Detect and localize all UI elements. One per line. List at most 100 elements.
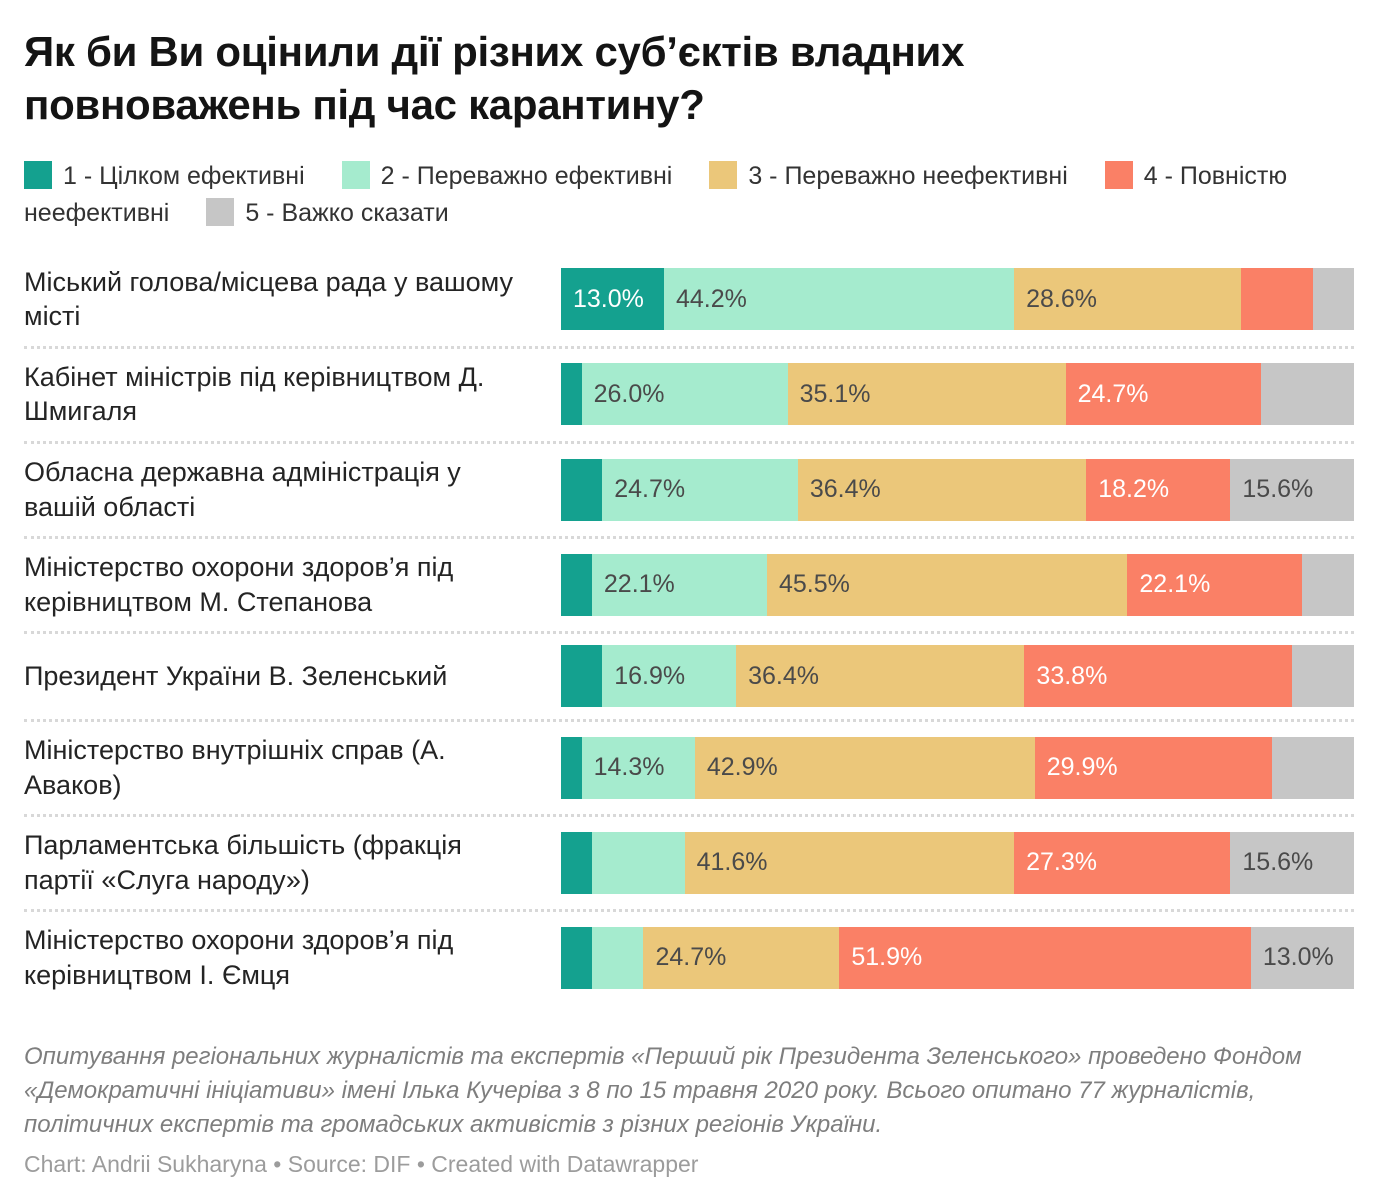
row-label: Кабінет міністрів під керівництвом Д. Шм… bbox=[24, 361, 485, 427]
segment-value-label: 16.9% bbox=[614, 661, 686, 690]
segment-value-label: 18.2% bbox=[1098, 475, 1170, 504]
segment-value-label: 35.1% bbox=[799, 379, 871, 408]
bar-segment bbox=[561, 645, 603, 708]
bar-segment: 26.0% bbox=[581, 363, 788, 426]
segment-value-label: 29.9% bbox=[1046, 753, 1118, 782]
segment-value-label: 42.9% bbox=[706, 753, 778, 782]
source-note: Опитування регіональних журналістів та е… bbox=[24, 1043, 1302, 1138]
credit-line: Chart: Andrii Sukharyna • Source: DIF • … bbox=[24, 1151, 699, 1178]
bar-row: Міський голова/місцева рада у вашому міс… bbox=[24, 254, 1354, 346]
segment-value-label: 24.7% bbox=[655, 943, 727, 972]
legend: 1 - Цілком ефективні 2 - Переважно ефект… bbox=[24, 158, 1354, 232]
segment-value-label: 13.0% bbox=[573, 284, 644, 313]
bar-segment bbox=[561, 926, 592, 989]
segment-value-label: 14.3% bbox=[593, 753, 665, 782]
segment-value-label: 41.6% bbox=[696, 848, 768, 877]
bar-row: Парламентська більшість (фракція партії … bbox=[24, 814, 1354, 909]
row-label: Міністерство охорони здоров’я під керівн… bbox=[24, 552, 454, 617]
segment-value-label: 36.4% bbox=[748, 661, 819, 690]
legend-item: 5 - Важко сказати bbox=[206, 197, 449, 227]
bar-segment: 27.3% bbox=[1014, 831, 1231, 894]
bar-segment: 41.6% bbox=[684, 831, 1015, 894]
legend-item-label: 1 - Цілком ефективні bbox=[63, 161, 305, 190]
segment-value-label: 15.6% bbox=[1242, 475, 1314, 504]
stacked-bar-chart: Міський голова/місцева рада у вашому міс… bbox=[24, 254, 1354, 1005]
bar-segment bbox=[591, 831, 685, 894]
bar-segment bbox=[561, 553, 592, 616]
bar-segment: 33.8% bbox=[1024, 645, 1293, 708]
chart-title: Як би Ви оцінили дії різних суб’єктів вл… bbox=[24, 28, 965, 128]
segment-value-label: 13.0% bbox=[1262, 943, 1334, 972]
bar-segment: 22.1% bbox=[591, 553, 767, 616]
stacked-bar: 13.0% 44.2% 28.6% bbox=[561, 268, 1354, 331]
row-label: Міністерство охорони здоров’я під керівн… bbox=[24, 925, 454, 990]
bar-row: Міністерство охорони здоров’я під керівн… bbox=[24, 536, 1354, 631]
stacked-bar: 24.7% 36.4% 18.2% 15.6% bbox=[561, 458, 1354, 521]
row-label: Міський голова/місцева рада у вашому міс… bbox=[24, 266, 514, 332]
segment-value-label: 28.6% bbox=[1026, 284, 1098, 313]
segment-value-label: 33.8% bbox=[1036, 661, 1108, 690]
legend-swatch bbox=[24, 160, 52, 189]
bar-segment: 15.6% bbox=[1230, 831, 1354, 894]
row-label: Міністерство внутрішніх справ (А. Аваков… bbox=[24, 735, 446, 800]
segment-value-label: 22.1% bbox=[1139, 570, 1211, 599]
legend-swatch bbox=[206, 197, 235, 226]
segment-value-label: 22.1% bbox=[603, 570, 675, 599]
bar-segment: 18.2% bbox=[1086, 458, 1231, 521]
legend-item: 1 - Цілком ефективні bbox=[24, 160, 305, 190]
legend-item: 3 - Переважно неефективні bbox=[709, 160, 1068, 190]
segment-value-label: 26.0% bbox=[593, 379, 665, 408]
legend-item: 2 - Переважно ефективні bbox=[341, 160, 673, 190]
bar-segment: 51.9% bbox=[839, 926, 1251, 989]
stacked-bar: 22.1% 45.5% 22.1% bbox=[561, 553, 1354, 616]
segment-value-label: 51.9% bbox=[851, 943, 923, 972]
legend-item-label: 3 - Переважно неефективні bbox=[748, 161, 1068, 190]
bar-segment bbox=[1240, 268, 1313, 331]
bar-segment bbox=[561, 458, 603, 521]
bar-segment bbox=[1271, 736, 1354, 799]
bar-segment: 42.9% bbox=[694, 736, 1035, 799]
bar-segment: 45.5% bbox=[766, 553, 1128, 616]
stacked-bar: 16.9% 36.4% 33.8% bbox=[561, 645, 1354, 708]
legend-swatch bbox=[341, 160, 370, 189]
bar-segment: 28.6% bbox=[1014, 268, 1241, 331]
bar-segment bbox=[1312, 268, 1354, 331]
bar-row: Обласна державна адміністрація у вашій о… bbox=[24, 441, 1354, 536]
segment-value-label: 24.7% bbox=[1077, 379, 1149, 408]
segment-value-label: 36.4% bbox=[809, 475, 881, 504]
chart-container: { "title": "Як би Ви оцінили дії різних … bbox=[24, 28, 1354, 1178]
bar-segment: 16.9% bbox=[602, 645, 737, 708]
legend-swatch bbox=[1104, 160, 1133, 189]
segment-value-label: 44.2% bbox=[675, 284, 747, 313]
row-label: Президент України В. Зеленський bbox=[24, 660, 448, 691]
bar-segment bbox=[1261, 363, 1354, 426]
bar-segment: 24.7% bbox=[1065, 363, 1262, 426]
legend-item-label: 4 - Повністю неефективні bbox=[24, 161, 1288, 227]
segment-value-label: 24.7% bbox=[614, 475, 686, 504]
stacked-bar: 26.0% 35.1% 24.7% bbox=[561, 363, 1354, 426]
bar-row: Президент України В. Зеленський 16.9% 36.… bbox=[24, 631, 1354, 719]
stacked-bar: 41.6% 27.3% 15.6% bbox=[561, 831, 1354, 894]
legend-item-label: 5 - Важко сказати bbox=[245, 198, 449, 227]
segment-value-label: 15.6% bbox=[1242, 848, 1314, 877]
bar-segment: 29.9% bbox=[1034, 736, 1272, 799]
segment-value-label: 45.5% bbox=[778, 570, 850, 599]
bar-segment: 13.0% bbox=[561, 268, 664, 331]
bar-segment bbox=[591, 926, 644, 989]
bar-segment: 22.1% bbox=[1127, 553, 1303, 616]
bar-segment: 24.7% bbox=[602, 458, 798, 521]
bar-segment: 36.4% bbox=[797, 458, 1087, 521]
bar-segment: 13.0% bbox=[1250, 926, 1354, 989]
row-label: Обласна державна адміністрація у вашій о… bbox=[24, 457, 461, 522]
bar-segment: 44.2% bbox=[663, 268, 1015, 331]
bar-segment bbox=[561, 831, 592, 894]
bar-row: Кабінет міністрів під керівництвом Д. Шм… bbox=[24, 345, 1354, 441]
bar-segment bbox=[561, 736, 582, 799]
segment-value-label: 27.3% bbox=[1026, 848, 1098, 877]
bar-segment: 15.6% bbox=[1230, 458, 1354, 521]
bar-segment bbox=[1302, 553, 1354, 616]
bar-segment: 24.7% bbox=[643, 926, 840, 989]
legend-swatch bbox=[709, 160, 738, 189]
legend-item-label: 2 - Переважно ефективні bbox=[380, 161, 673, 190]
bar-segment: 14.3% bbox=[581, 736, 695, 799]
